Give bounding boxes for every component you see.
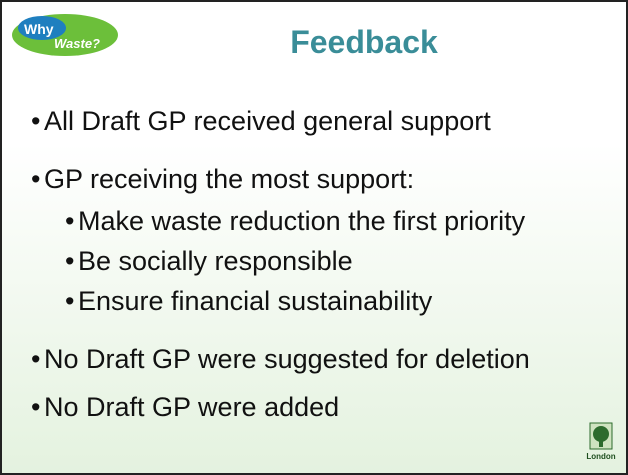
logo-text: Why — [24, 21, 54, 37]
logo-text: Waste? — [54, 36, 100, 51]
bullet-dot: • — [31, 106, 41, 136]
bullet-text: No Draft GP were suggested for deletion — [44, 344, 530, 374]
bullet-dot: • — [65, 286, 75, 316]
slide-title: Feedback — [290, 24, 438, 60]
bullet-item: • No Draft GP were added — [31, 392, 340, 423]
bullet-item: • Be socially responsible — [65, 246, 353, 277]
crest-tree — [593, 426, 609, 442]
bullet-item: • GP receiving the most support: — [31, 164, 415, 195]
logo-shape — [18, 16, 66, 40]
crest-text: London — [586, 452, 615, 461]
bullet-item: • No Draft GP were suggested for deletion — [31, 344, 530, 375]
bullet-text: Ensure financial sustainability — [78, 286, 433, 316]
why-waste-logo: Why Waste? — [12, 14, 118, 56]
bullet-item: • All Draft GP received general support — [31, 106, 491, 137]
bullet-text: Be socially responsible — [78, 246, 353, 276]
bullet-text: Make waste reduction the first priority — [78, 206, 526, 236]
bullet-dot: • — [31, 164, 41, 194]
bullet-dot: • — [31, 392, 41, 422]
bullet-dot: • — [65, 246, 75, 276]
bullet-text: GP receiving the most support: — [44, 164, 415, 194]
london-crest: London — [586, 422, 616, 461]
bullet-dot: • — [31, 344, 41, 374]
bullet-dot: • — [65, 206, 75, 236]
bullet-text: No Draft GP were added — [44, 392, 340, 422]
bullet-item: • Ensure financial sustainability — [65, 286, 433, 317]
bullet-item: • Make waste reduction the first priority — [65, 206, 526, 237]
bullet-text: All Draft GP received general support — [44, 106, 491, 136]
crest-trunk — [599, 439, 603, 447]
